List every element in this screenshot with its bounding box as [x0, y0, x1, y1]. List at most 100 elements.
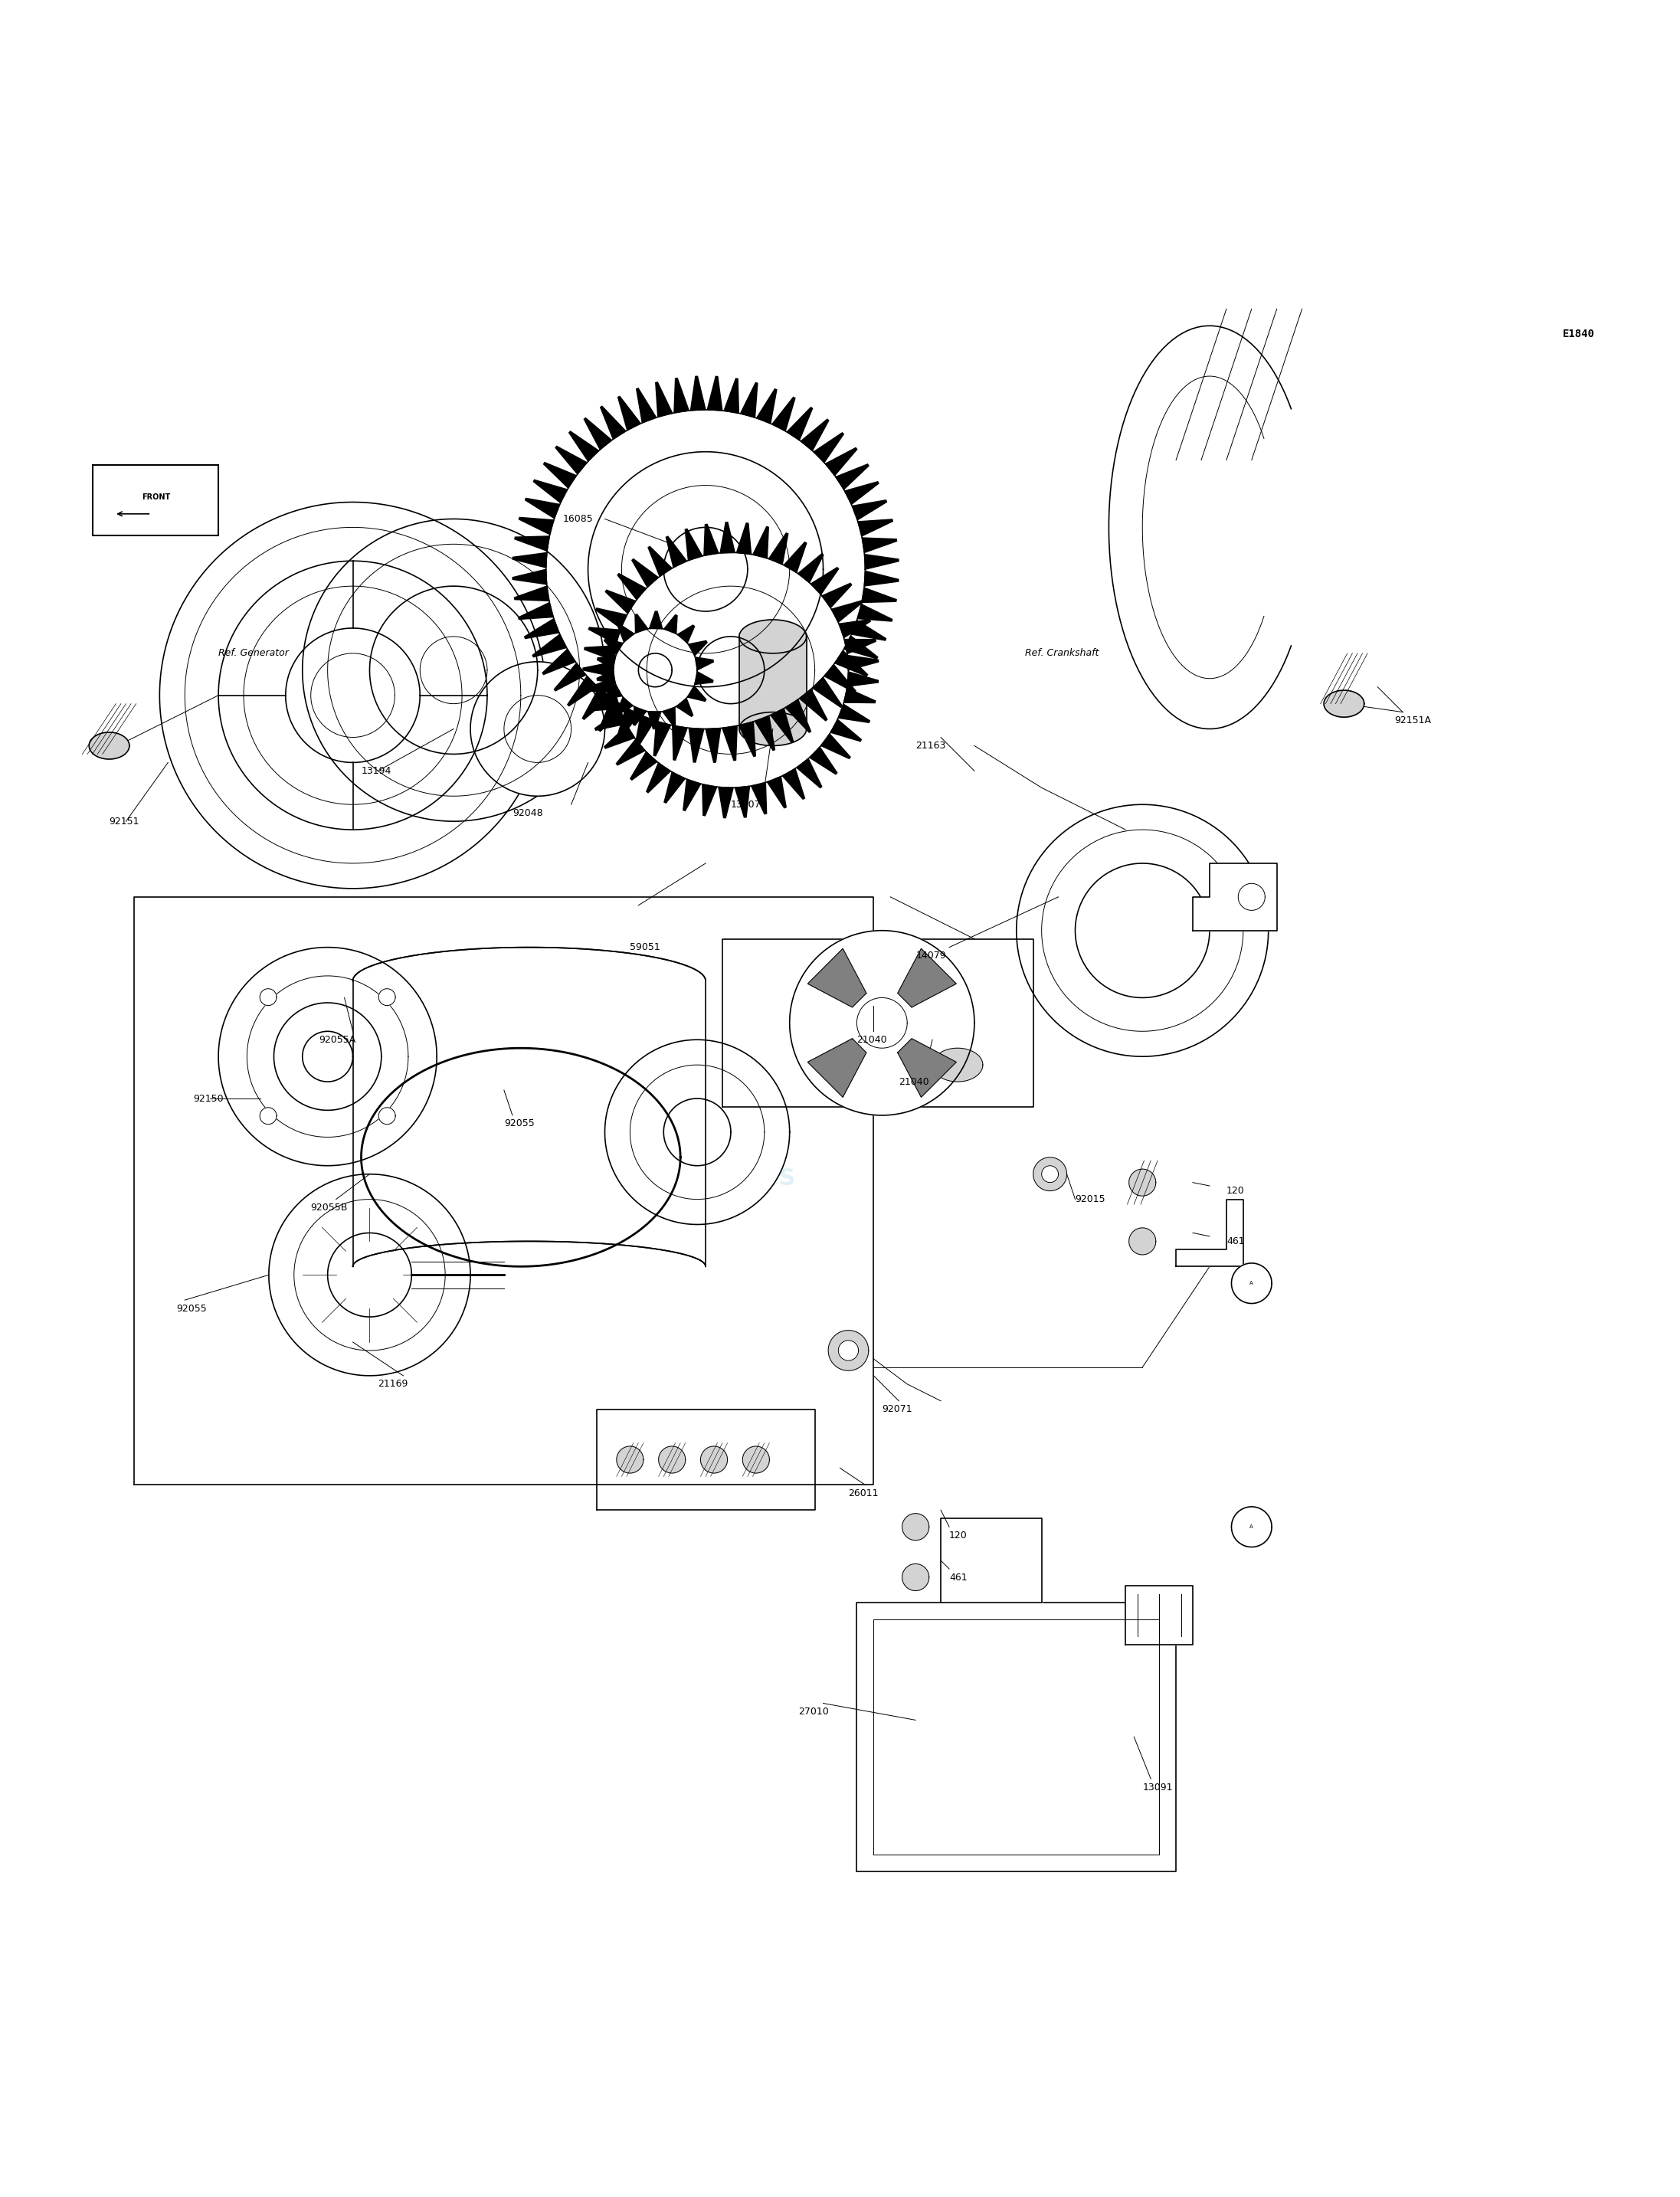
Polygon shape — [617, 738, 645, 765]
Polygon shape — [769, 534, 788, 565]
Text: 92015: 92015 — [1075, 1195, 1105, 1204]
Polygon shape — [1129, 1228, 1156, 1254]
Text: 26011: 26011 — [848, 1487, 879, 1498]
Polygon shape — [630, 751, 657, 780]
Polygon shape — [1016, 804, 1268, 1057]
Polygon shape — [585, 417, 612, 450]
Polygon shape — [694, 672, 712, 685]
Polygon shape — [1129, 1169, 1156, 1195]
Polygon shape — [822, 734, 850, 758]
Polygon shape — [941, 1518, 1042, 1602]
Text: 21040: 21040 — [857, 1035, 887, 1046]
Polygon shape — [838, 703, 870, 723]
Polygon shape — [800, 690, 827, 721]
Polygon shape — [543, 648, 576, 674]
Text: 27010: 27010 — [798, 1707, 828, 1716]
Polygon shape — [847, 672, 879, 685]
Polygon shape — [864, 571, 899, 587]
Polygon shape — [701, 1446, 727, 1474]
Polygon shape — [524, 620, 559, 639]
Polygon shape — [1176, 1200, 1243, 1265]
Polygon shape — [596, 670, 615, 683]
Polygon shape — [585, 679, 615, 692]
Text: 13107: 13107 — [731, 800, 761, 808]
Text: 59051: 59051 — [630, 943, 660, 951]
Polygon shape — [648, 712, 660, 729]
Polygon shape — [470, 661, 605, 795]
Polygon shape — [1231, 1263, 1272, 1303]
Polygon shape — [598, 699, 625, 732]
Polygon shape — [739, 637, 806, 729]
Polygon shape — [835, 464, 869, 490]
Polygon shape — [546, 409, 865, 729]
Polygon shape — [544, 461, 576, 488]
Text: OEM
MOTORPARTS: OEM MOTORPARTS — [617, 1142, 795, 1189]
Polygon shape — [664, 1098, 731, 1167]
Polygon shape — [786, 406, 813, 439]
Polygon shape — [596, 609, 627, 628]
Polygon shape — [583, 661, 613, 677]
Text: 16085: 16085 — [563, 514, 593, 523]
Polygon shape — [825, 448, 857, 475]
Polygon shape — [617, 696, 633, 716]
Polygon shape — [739, 620, 806, 653]
Polygon shape — [605, 1039, 790, 1224]
Polygon shape — [618, 573, 647, 600]
Text: 461: 461 — [1226, 1237, 1245, 1246]
Polygon shape — [736, 523, 751, 554]
Polygon shape — [897, 949, 956, 1006]
Polygon shape — [160, 503, 546, 888]
Polygon shape — [378, 1107, 395, 1125]
Text: 92055A: 92055A — [319, 1035, 356, 1046]
Polygon shape — [751, 782, 766, 815]
Polygon shape — [847, 655, 879, 670]
Polygon shape — [843, 688, 875, 703]
Polygon shape — [719, 787, 732, 817]
Polygon shape — [753, 527, 768, 558]
Text: A: A — [1250, 1281, 1253, 1285]
Polygon shape — [635, 615, 648, 633]
FancyBboxPatch shape — [92, 466, 218, 536]
Polygon shape — [743, 1446, 769, 1474]
Polygon shape — [598, 655, 617, 668]
Polygon shape — [865, 554, 899, 569]
Polygon shape — [734, 787, 749, 817]
Polygon shape — [739, 721, 756, 756]
Polygon shape — [822, 582, 852, 609]
Polygon shape — [785, 699, 811, 732]
Polygon shape — [648, 547, 672, 576]
Text: E1840: E1840 — [1562, 330, 1594, 341]
Polygon shape — [664, 527, 748, 611]
Polygon shape — [672, 725, 687, 760]
Polygon shape — [857, 997, 907, 1048]
Polygon shape — [902, 1514, 929, 1540]
Polygon shape — [588, 628, 620, 644]
Polygon shape — [702, 784, 717, 815]
Polygon shape — [830, 718, 862, 740]
Polygon shape — [556, 446, 586, 475]
Polygon shape — [783, 769, 805, 800]
Polygon shape — [721, 523, 734, 554]
Polygon shape — [785, 543, 806, 573]
Polygon shape — [722, 725, 738, 760]
Polygon shape — [1238, 883, 1265, 910]
Polygon shape — [832, 600, 862, 622]
Polygon shape — [697, 637, 764, 703]
Polygon shape — [664, 771, 685, 802]
Polygon shape — [1193, 863, 1277, 932]
Polygon shape — [605, 591, 635, 613]
Text: 92151: 92151 — [109, 817, 139, 826]
Polygon shape — [739, 712, 806, 745]
Polygon shape — [512, 554, 548, 567]
Polygon shape — [650, 611, 662, 628]
Polygon shape — [302, 1030, 353, 1081]
Polygon shape — [1033, 1158, 1067, 1191]
Polygon shape — [858, 518, 892, 536]
Polygon shape — [773, 398, 795, 431]
Polygon shape — [662, 707, 675, 725]
Polygon shape — [685, 529, 702, 560]
Polygon shape — [654, 721, 670, 756]
Polygon shape — [677, 626, 694, 644]
Text: 92055: 92055 — [504, 1118, 534, 1129]
Text: 14079: 14079 — [916, 951, 946, 960]
